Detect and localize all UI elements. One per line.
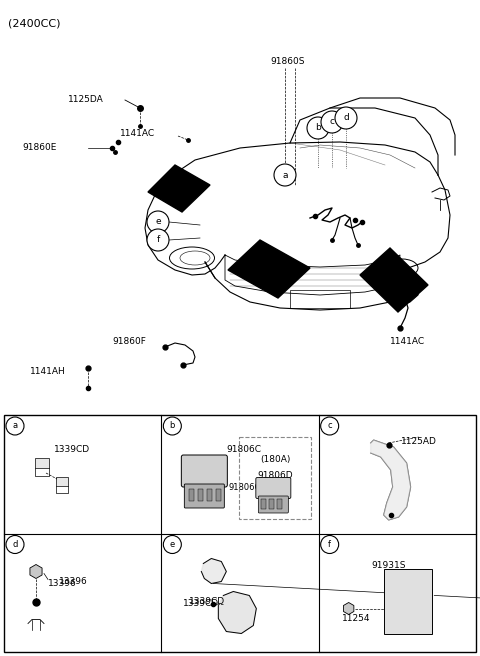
Text: d: d	[343, 113, 349, 123]
Bar	[384, 569, 432, 634]
Text: f: f	[156, 236, 160, 245]
Polygon shape	[360, 248, 428, 312]
Text: 91806C: 91806C	[227, 445, 261, 454]
Polygon shape	[30, 565, 42, 579]
Bar	[240, 437, 312, 519]
Text: e: e	[170, 540, 175, 549]
Text: d: d	[12, 540, 18, 549]
Circle shape	[6, 417, 24, 435]
Text: 91860F: 91860F	[112, 337, 146, 346]
Bar	[269, 499, 275, 509]
Bar	[189, 489, 194, 501]
Text: a: a	[282, 171, 288, 180]
Bar	[290, 290, 350, 308]
Circle shape	[147, 211, 169, 233]
FancyBboxPatch shape	[184, 484, 224, 508]
Text: 91806D: 91806D	[258, 471, 293, 480]
Circle shape	[321, 535, 339, 554]
Text: e: e	[155, 218, 161, 226]
Text: f: f	[328, 540, 331, 549]
Bar	[4, 415, 476, 652]
Text: 11254: 11254	[342, 614, 371, 623]
Bar	[198, 489, 204, 501]
Bar	[207, 489, 212, 501]
Text: 1339CD: 1339CD	[183, 599, 219, 608]
FancyBboxPatch shape	[181, 455, 228, 487]
Bar	[56, 477, 68, 486]
Text: 1141AC: 1141AC	[390, 337, 425, 346]
Circle shape	[274, 164, 296, 186]
Text: b: b	[315, 123, 321, 133]
Polygon shape	[344, 602, 354, 615]
Text: 91806C: 91806C	[228, 483, 261, 491]
Text: 1339CD: 1339CD	[189, 597, 226, 606]
Text: (2400CC): (2400CC)	[8, 18, 60, 28]
Circle shape	[163, 535, 181, 554]
Text: (180A): (180A)	[260, 455, 290, 464]
Text: 91860E: 91860E	[22, 144, 56, 152]
Polygon shape	[371, 440, 411, 520]
Circle shape	[147, 229, 169, 251]
Text: c: c	[329, 117, 335, 127]
Circle shape	[6, 535, 24, 554]
Circle shape	[321, 111, 343, 133]
Polygon shape	[148, 165, 210, 212]
FancyBboxPatch shape	[258, 496, 288, 513]
Text: 91860S: 91860S	[270, 58, 304, 66]
Text: 1125AD: 1125AD	[401, 437, 437, 446]
Polygon shape	[218, 592, 256, 634]
Text: c: c	[327, 422, 332, 430]
Text: 13396: 13396	[59, 577, 88, 586]
Bar	[277, 499, 282, 509]
Circle shape	[321, 417, 339, 435]
Circle shape	[335, 107, 357, 129]
Text: 1125DA: 1125DA	[68, 96, 104, 104]
Circle shape	[307, 117, 329, 139]
Bar	[261, 499, 266, 509]
Text: b: b	[169, 422, 175, 430]
Bar	[35, 458, 49, 468]
Circle shape	[163, 417, 181, 435]
Text: 1141AC: 1141AC	[120, 129, 155, 138]
Text: 13396: 13396	[48, 579, 77, 588]
Text: 91931S: 91931S	[372, 562, 406, 571]
Text: a: a	[12, 422, 18, 430]
Polygon shape	[228, 240, 310, 298]
Text: 1141AH: 1141AH	[30, 367, 66, 377]
Text: 1339CD: 1339CD	[54, 445, 90, 454]
Bar	[216, 489, 221, 501]
Polygon shape	[201, 558, 227, 583]
FancyBboxPatch shape	[256, 478, 291, 499]
